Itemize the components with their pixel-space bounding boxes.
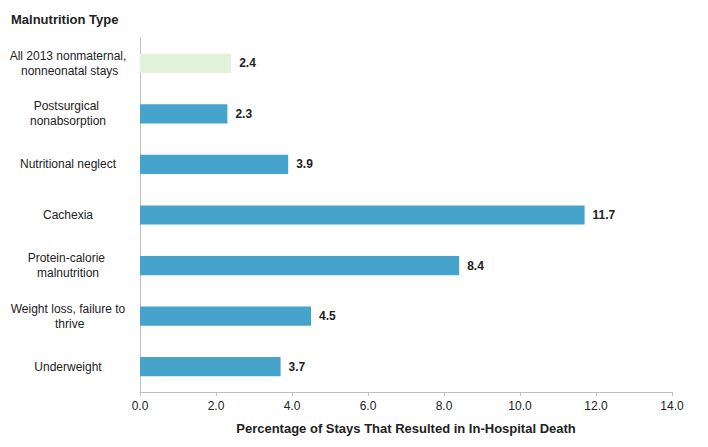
- svg-text:Malnutrition Type: Malnutrition Type: [11, 12, 118, 27]
- svg-text:3.7: 3.7: [289, 360, 306, 374]
- svg-text:12.0: 12.0: [584, 399, 608, 413]
- svg-text:Underweight: Underweight: [34, 360, 102, 374]
- svg-text:6.0: 6.0: [360, 399, 377, 413]
- svg-text:2.3: 2.3: [235, 107, 252, 121]
- svg-text:Postsurgical: Postsurgical: [34, 99, 103, 113]
- svg-text:3.9: 3.9: [296, 157, 313, 171]
- svg-text:4.0: 4.0: [284, 399, 301, 413]
- svg-text:10.0: 10.0: [508, 399, 532, 413]
- svg-text:thrive: thrive: [52, 317, 85, 331]
- svg-text:Cachexia: Cachexia: [43, 208, 93, 222]
- svg-text:Protein-calorie: Protein-calorie: [28, 251, 109, 265]
- svg-text:4.5: 4.5: [319, 309, 336, 323]
- svg-text:All 2013 nonmaternal,: All 2013 nonmaternal,: [10, 49, 127, 63]
- svg-text:14.0: 14.0: [660, 399, 684, 413]
- svg-text:Nutritional neglect: Nutritional neglect: [20, 157, 117, 171]
- svg-text:nonneonatal stays: nonneonatal stays: [18, 64, 119, 78]
- svg-text:2.4: 2.4: [239, 56, 256, 70]
- svg-text:malnutrition: malnutrition: [37, 266, 99, 280]
- svg-text:nonabsorption: nonabsorption: [30, 114, 106, 128]
- svg-text:0.0: 0.0: [132, 399, 149, 413]
- svg-text:Percentage of Stays That Resul: Percentage of Stays That Resulted in In-…: [236, 421, 576, 436]
- svg-text:2.0: 2.0: [208, 399, 225, 413]
- svg-text:11.7: 11.7: [593, 208, 616, 222]
- svg-text:8.4: 8.4: [467, 259, 484, 273]
- svg-text:Weight loss, failure to: Weight loss, failure to: [11, 302, 126, 316]
- svg-text:8.0: 8.0: [436, 399, 453, 413]
